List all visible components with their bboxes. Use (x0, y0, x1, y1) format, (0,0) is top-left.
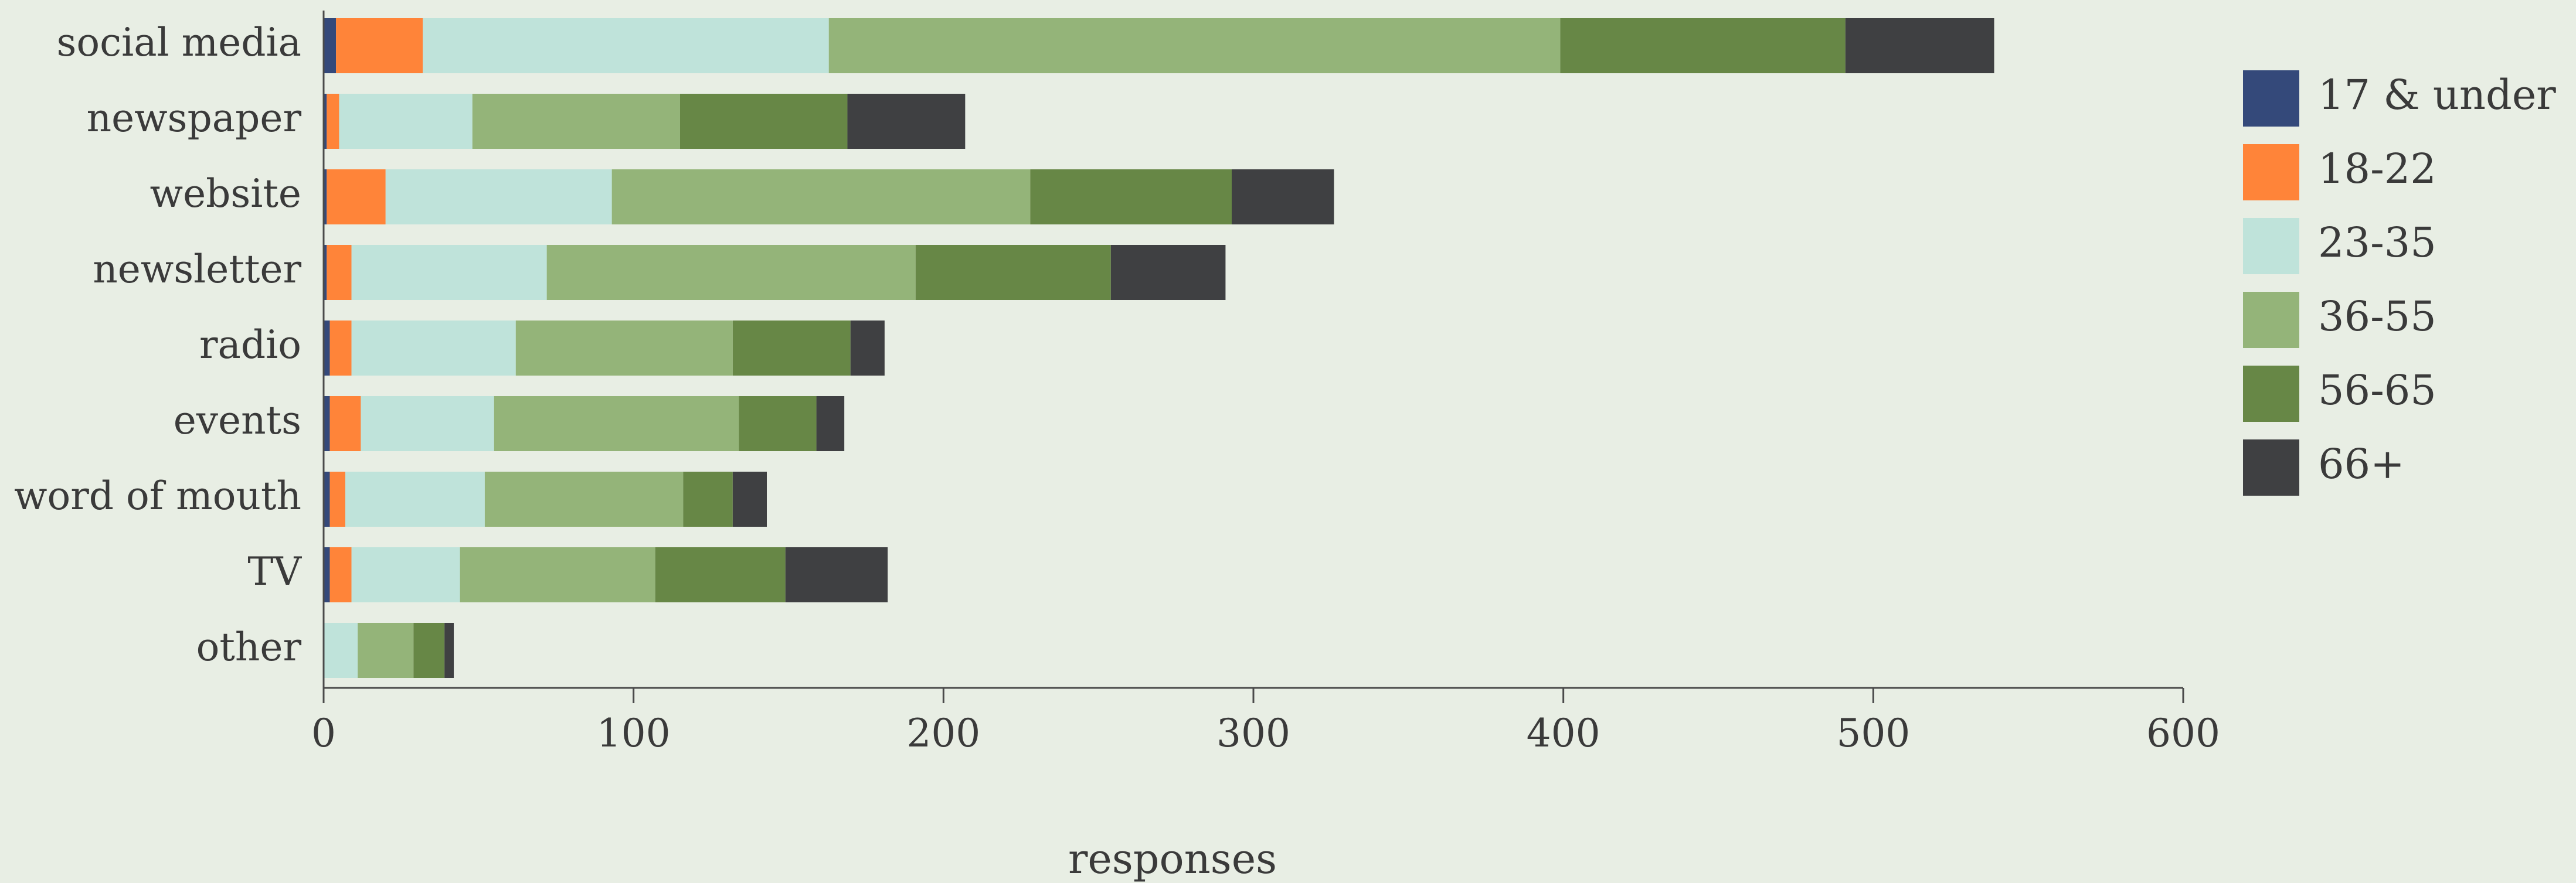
legend: 17 & under 18-22 23-35 36-55 56-65 66+ (2243, 70, 2556, 496)
bar-events-66 (816, 396, 845, 451)
bar-website-17-and-under (324, 169, 327, 224)
bar-events-17-and-under (324, 396, 330, 451)
x-axis-ticks: 0 100 200 300 400 500 600 (311, 688, 2220, 756)
legend-swatch-66 (2243, 439, 2299, 496)
bar-word-of-mouth-36-55 (484, 472, 684, 527)
bar-website-36-55 (611, 169, 1031, 224)
x-tick-label-600: 600 (2146, 711, 2220, 756)
bar-word-of-mouth-66 (732, 472, 767, 527)
bar-website-56-65 (1030, 169, 1232, 224)
bar-word-of-mouth-18-22 (329, 472, 346, 527)
bar-other-66 (444, 623, 454, 678)
bar-social-media-36-55 (828, 18, 1561, 73)
x-tick-label-300: 300 (1216, 711, 1290, 756)
legend-swatch-23-35 (2243, 218, 2299, 274)
bar-newspaper-36-55 (472, 94, 680, 149)
category-labels: social media newspaper website newsletter ra… (14, 20, 302, 670)
x-tick-label-500: 500 (1836, 711, 1910, 756)
bar-radio-17-and-under (324, 321, 330, 376)
legend-swatch-36-55 (2243, 292, 2299, 348)
category-label-newspaper: newspaper (87, 96, 302, 141)
bar-other-56-65 (413, 623, 445, 678)
legend-label-17-and-under: 17 & under (2318, 71, 2556, 119)
category-label-website: website (150, 171, 301, 216)
bar-tv-18-22 (329, 547, 352, 602)
bar-tv-36-55 (460, 547, 655, 602)
bar-other-23-35 (324, 623, 358, 678)
bar-newsletter-23-35 (351, 245, 547, 300)
bar-tv-23-35 (351, 547, 460, 602)
bar-newsletter-36-55 (546, 245, 916, 300)
legend-label-36-55: 36-55 (2318, 292, 2436, 340)
bar-events-18-22 (329, 396, 361, 451)
bar-word-of-mouth-56-65 (683, 472, 733, 527)
x-axis-label: responses (1068, 835, 1277, 883)
bar-newsletter-17-and-under (324, 245, 327, 300)
bars-group (324, 18, 1994, 678)
bar-newsletter-18-22 (327, 245, 352, 300)
bar-radio-23-35 (351, 321, 516, 376)
bar-website-23-35 (385, 169, 612, 224)
bar-newsletter-56-65 (915, 245, 1111, 300)
bar-word-of-mouth-23-35 (345, 472, 485, 527)
bar-word-of-mouth-17-and-under (324, 472, 330, 527)
legend-label-18-22: 18-22 (2318, 145, 2436, 193)
bar-tv-66 (785, 547, 888, 602)
category-label-events: events (174, 398, 301, 443)
bar-social-media-23-35 (423, 18, 829, 73)
bar-newspaper-56-65 (679, 94, 848, 149)
bar-website-66 (1231, 169, 1334, 224)
legend-label-66: 66+ (2318, 440, 2405, 488)
category-label-newsletter: newsletter (93, 247, 301, 292)
bar-social-media-17-and-under (324, 18, 337, 73)
bar-radio-66 (850, 321, 885, 376)
category-label-radio: radio (199, 322, 301, 367)
legend-swatch-56-65 (2243, 366, 2299, 422)
bar-radio-36-55 (515, 321, 733, 376)
bar-tv-17-and-under (324, 547, 330, 602)
category-label-other: other (196, 625, 302, 670)
x-tick-label-400: 400 (1527, 711, 1600, 756)
bar-social-media-18-22 (336, 18, 423, 73)
bar-social-media-66 (1845, 18, 1994, 73)
legend-label-56-65: 56-65 (2318, 366, 2436, 414)
bar-website-18-22 (327, 169, 386, 224)
bar-social-media-56-65 (1560, 18, 1846, 73)
x-tick-label-100: 100 (597, 711, 671, 756)
legend-label-23-35: 23-35 (2318, 219, 2436, 267)
bar-radio-18-22 (329, 321, 352, 376)
x-tick-label-200: 200 (906, 711, 980, 756)
bar-radio-56-65 (732, 321, 851, 376)
bar-newspaper-18-22 (327, 94, 339, 149)
legend-swatch-18-22 (2243, 144, 2299, 200)
bar-events-23-35 (361, 396, 494, 451)
x-tick-label-0: 0 (311, 711, 336, 756)
category-label-social-media: social media (57, 20, 301, 65)
bar-newspaper-66 (847, 94, 966, 149)
bar-events-56-65 (739, 396, 817, 451)
category-label-word-of-mouth: word of mouth (14, 473, 301, 519)
bar-other-36-55 (358, 623, 414, 678)
category-label-tv: TV (247, 549, 302, 594)
bar-events-36-55 (494, 396, 739, 451)
bar-newspaper-17-and-under (324, 94, 327, 149)
legend-swatch-17-and-under (2243, 70, 2299, 127)
bar-tv-56-65 (655, 547, 786, 602)
bar-newspaper-23-35 (339, 94, 473, 149)
bar-newsletter-66 (1110, 245, 1226, 300)
